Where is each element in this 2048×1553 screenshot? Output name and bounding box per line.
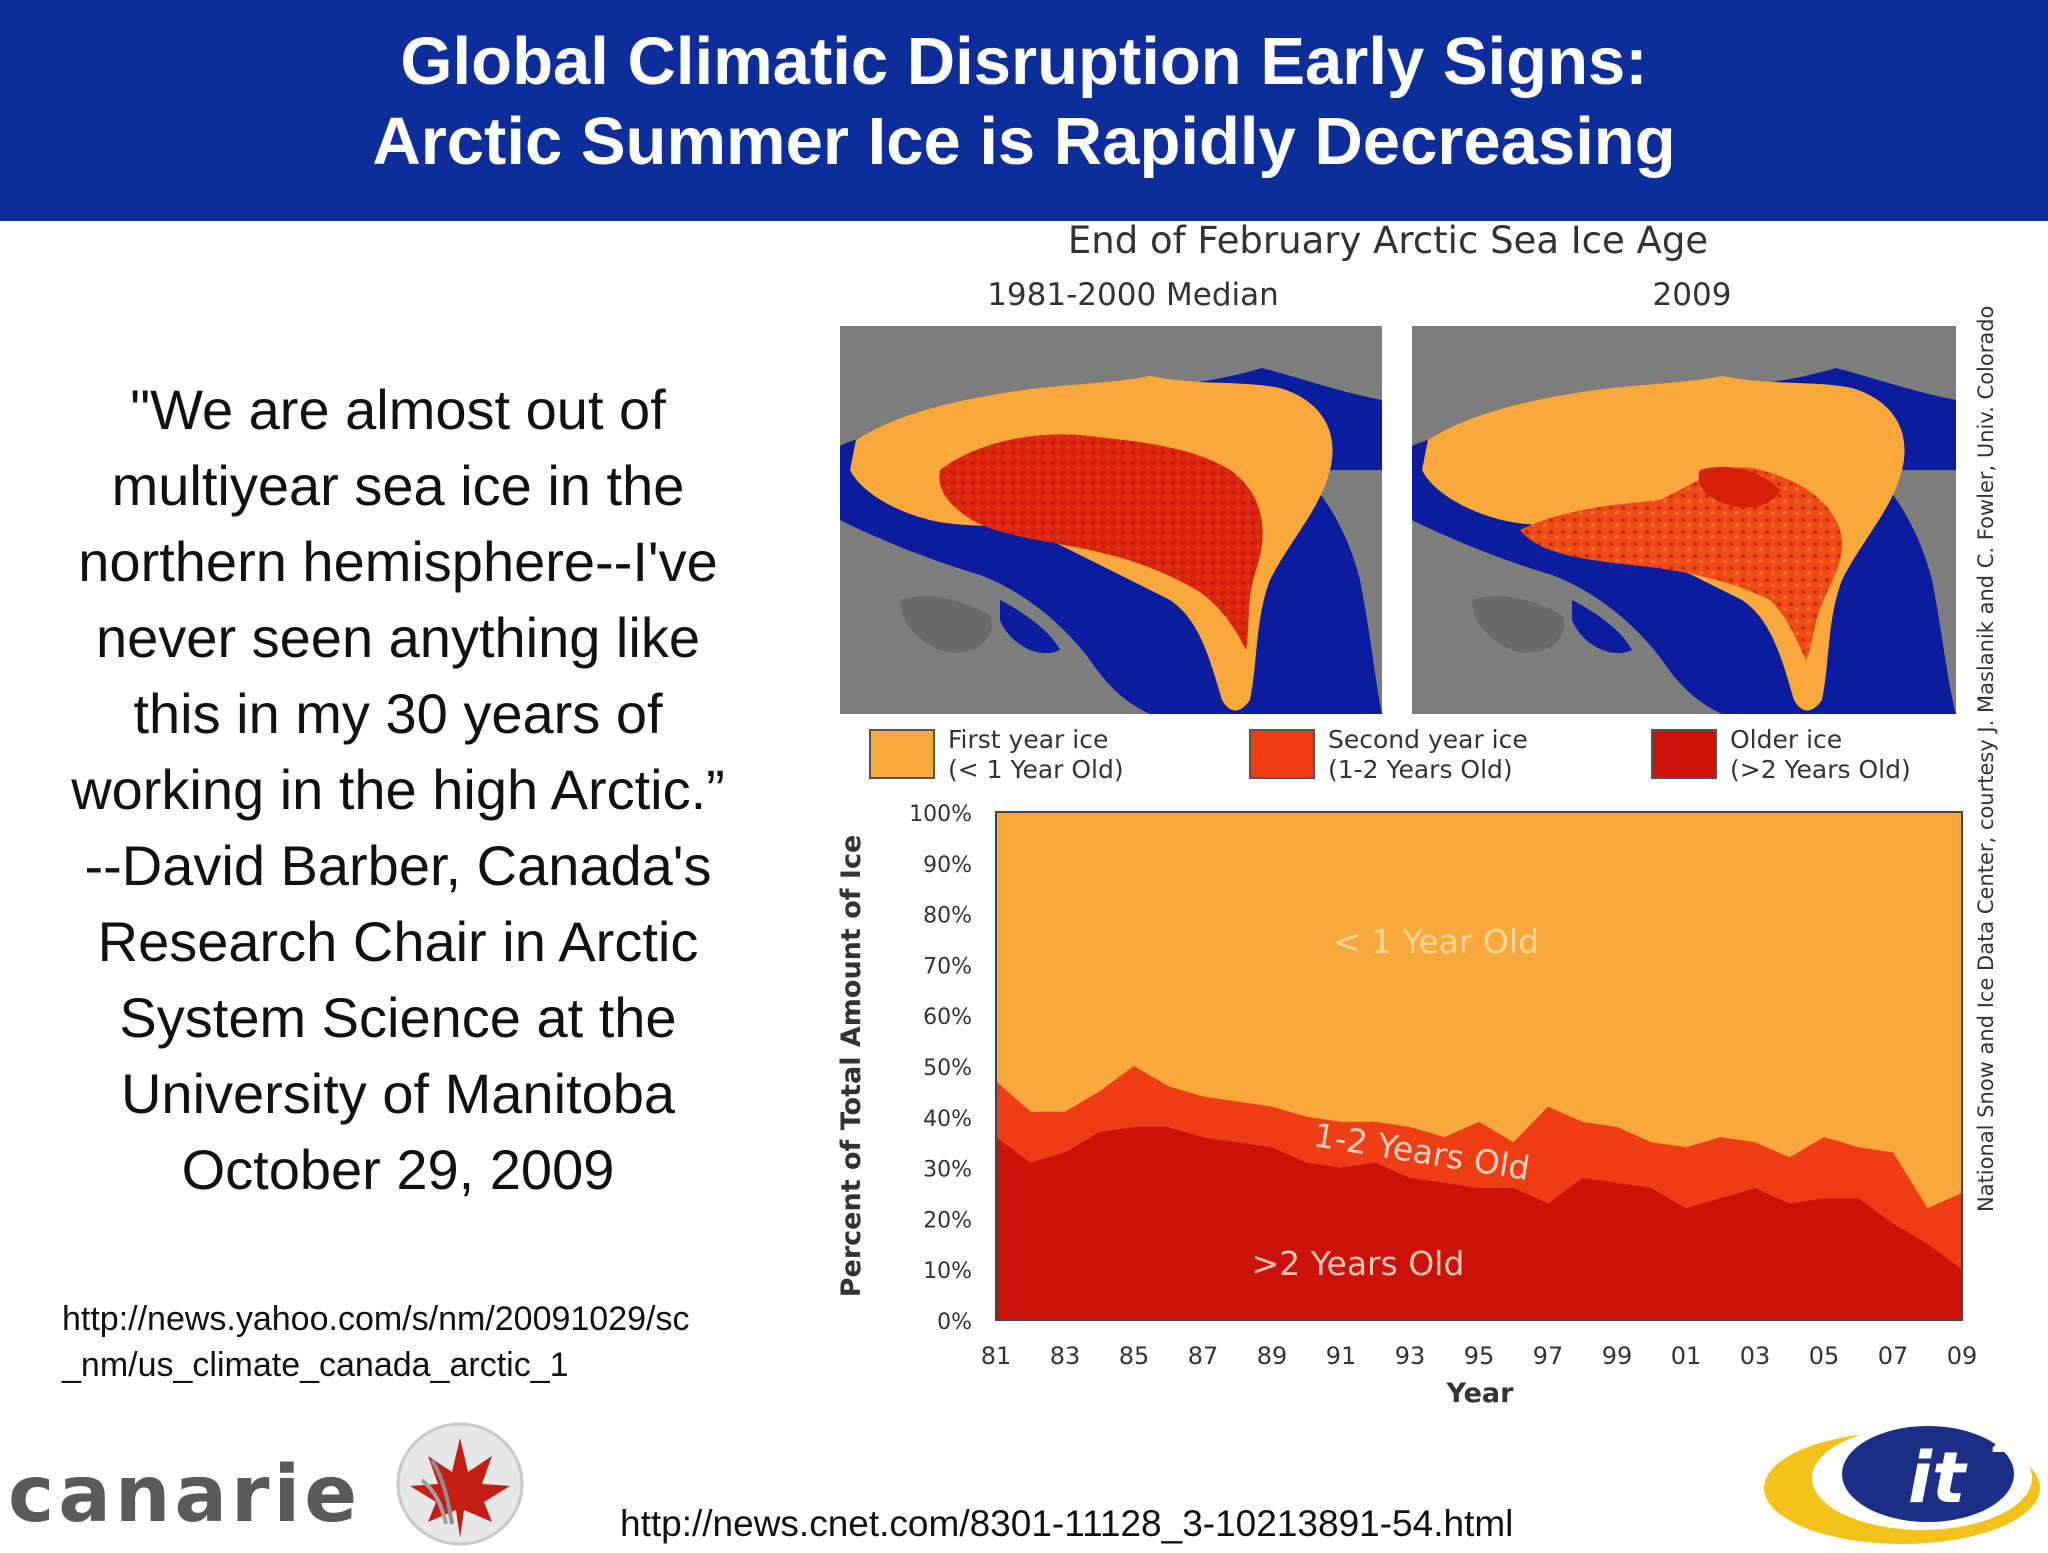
yahoo-source-line-2: _nm/us_climate_canada_arctic_1 [62, 1346, 569, 1384]
y-tick-label: 90% [923, 853, 972, 878]
legend: First year ice(< 1 Year Old) Second year … [869, 725, 1911, 784]
y-tick-label: 30% [923, 1158, 972, 1183]
y-tick-label: 50% [923, 1056, 972, 1081]
quote-line: working in the high Arctic.” [71, 758, 725, 821]
y-tick-label: 60% [923, 1005, 972, 1030]
x-tick-label: 85 [1119, 1342, 1150, 1370]
y-tick-label: 100% [909, 802, 972, 827]
y-tick-label: 0% [937, 1310, 972, 1335]
x-tick-label: 97 [1533, 1342, 1564, 1370]
x-tick-label: 01 [1671, 1342, 1702, 1370]
legend-swatch [869, 729, 935, 779]
legend-swatch [1651, 729, 1717, 779]
legend-sublabel: (1-2 Years Old) [1328, 755, 1513, 784]
it2-logo-superscript: 2 [1990, 1421, 2014, 1461]
it2-logo-text: it [1908, 1437, 1968, 1519]
cnet-source-link[interactable]: http://news.cnet.com/8301-11128_3-102138… [620, 1503, 1514, 1544]
figure-title: End of February Arctic Sea Ice Age [1068, 219, 1708, 262]
y-tick-label: 70% [923, 954, 972, 979]
canarie-logo: canarie [8, 1450, 362, 1540]
quote-line: never seen anything like [96, 606, 700, 669]
quote-line: October 29, 2009 [181, 1138, 615, 1201]
x-tick-label: 09 [1947, 1342, 1978, 1370]
area-label-first-year: < 1 Year Old [1333, 922, 1539, 961]
quote-line: this in my 30 years of [133, 682, 663, 745]
quote-line: multiyear sea ice in the [111, 454, 685, 517]
slide-title-line-2: Arctic Summer Ice is Rapidly Decreasing [372, 104, 1676, 179]
y-tick-label: 20% [923, 1208, 972, 1233]
quote-line: Research Chair in Arctic [97, 910, 699, 973]
x-tick-label: 89 [1257, 1342, 1288, 1370]
legend-label: Second year ice [1328, 725, 1528, 754]
map-right-label: 2009 [1653, 277, 1732, 313]
quote-line: --David Barber, Canada's [84, 834, 712, 897]
area-series-2 [996, 812, 1962, 1209]
ice-age-map-2009 [1412, 326, 1956, 714]
x-tick-label: 05 [1809, 1342, 1840, 1370]
x-axis-title: Year [1446, 1378, 1515, 1409]
ice-age-area-chart: 0% 10% 20% 30% 40% 50% 60% 70% 80% 90% 100% 81 83 85 8… [836, 802, 1977, 1409]
x-tick-label: 87 [1188, 1342, 1219, 1370]
x-tick-label: 99 [1602, 1342, 1633, 1370]
legend-swatch [1249, 729, 1315, 779]
title-banner: Global Climatic Disruption Early Signs: … [0, 0, 2048, 221]
plot-frame [995, 811, 1963, 1321]
slide-title-line-1: Global Climatic Disruption Early Signs: [400, 24, 1648, 99]
x-tick-label: 91 [1326, 1342, 1357, 1370]
y-axis-title: Percent of Total Amount of Ice [836, 835, 867, 1298]
quote-line: University of Manitoba [120, 1062, 675, 1125]
quote-line: northern hemisphere--I've [78, 530, 718, 593]
map-left-label: 1981-2000 Median [987, 277, 1279, 313]
figure-credit: National Snow and Ice Data Center, court… [1974, 306, 1998, 1212]
x-tick-label: 93 [1395, 1342, 1426, 1370]
x-tick-label: 95 [1464, 1342, 1495, 1370]
it2-logo: it 2 [1764, 1421, 2040, 1544]
ice-age-map-1981-2000 [840, 326, 1382, 714]
x-tick-label: 03 [1740, 1342, 1771, 1370]
x-tick-label: 83 [1050, 1342, 1081, 1370]
quote-block: "We are almost out of multiyear sea ice i… [18, 372, 778, 1208]
area-series-0 [996, 1127, 1962, 1320]
quote-line: "We are almost out of [130, 378, 666, 441]
legend-label: First year ice [948, 725, 1108, 754]
quote-line: System Science at the [119, 986, 677, 1049]
canarie-leaf-logo [396, 1422, 524, 1546]
legend-label: Older ice [1730, 725, 1842, 754]
yahoo-source-link[interactable]: http://news.yahoo.com/s/nm/20091029/sc _… [62, 1296, 689, 1388]
y-tick-label: 80% [923, 904, 972, 929]
y-tick-label: 10% [923, 1259, 972, 1284]
area-series-1 [996, 1066, 1962, 1270]
legend-sublabel: (< 1 Year Old) [948, 755, 1124, 784]
legend-sublabel: (>2 Years Old) [1730, 755, 1911, 784]
yahoo-source-line-1: http://news.yahoo.com/s/nm/20091029/sc [62, 1300, 690, 1338]
area-label-older: >2 Years Old [1252, 1244, 1465, 1283]
x-tick-label: 81 [981, 1342, 1012, 1370]
x-tick-label: 07 [1878, 1342, 1909, 1370]
y-tick-label: 40% [923, 1107, 972, 1132]
